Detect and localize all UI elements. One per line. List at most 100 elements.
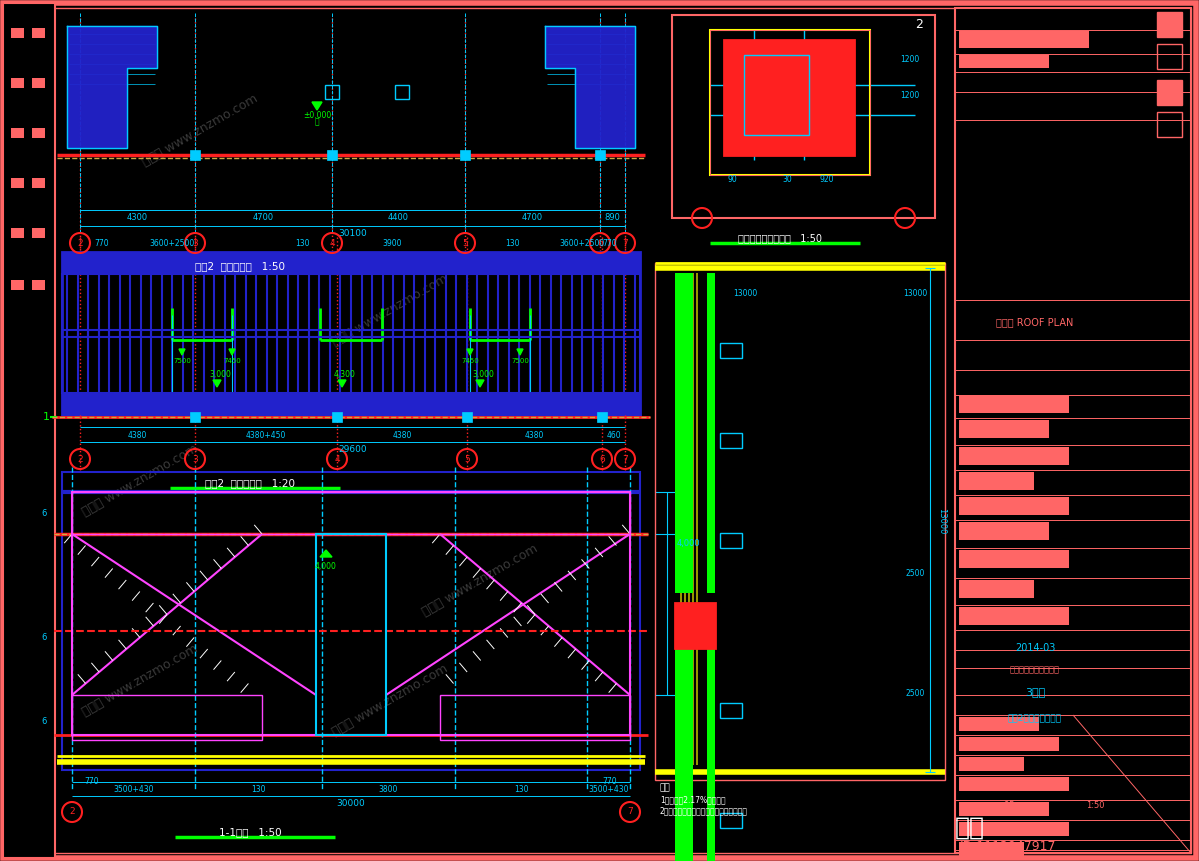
Text: 知未网 www.znzmo.com: 知未网 www.znzmo.com <box>80 442 200 518</box>
Text: 30000: 30000 <box>337 800 366 808</box>
Bar <box>32 28 46 38</box>
Text: 楼梯2  二层平面图   1:20: 楼梯2 二层平面图 1:20 <box>205 478 295 488</box>
Bar <box>189 412 200 422</box>
Bar <box>959 757 1024 771</box>
Bar <box>440 695 629 740</box>
Bar <box>745 55 809 135</box>
Text: 4380: 4380 <box>525 430 544 439</box>
Text: 1:50: 1:50 <box>1086 801 1104 809</box>
Text: 7450: 7450 <box>462 358 478 364</box>
Bar <box>721 343 742 358</box>
Bar <box>32 228 46 238</box>
Bar <box>32 178 46 188</box>
Bar <box>959 737 1059 751</box>
Text: 2、剪刀梯应确保上述上述上二次施工时。: 2、剪刀梯应确保上述上述上二次施工时。 <box>659 807 748 815</box>
Text: 770: 770 <box>95 239 109 249</box>
Text: 4380: 4380 <box>392 430 411 439</box>
Text: 3500+430: 3500+430 <box>113 785 153 795</box>
Text: 3: 3 <box>192 455 198 463</box>
Text: 7500: 7500 <box>173 358 191 364</box>
Text: 1、板厚为2.17%角标志。: 1、板厚为2.17%角标志。 <box>659 796 725 804</box>
Text: 知未网 www.znzmo.com: 知未网 www.znzmo.com <box>330 661 450 739</box>
Bar <box>62 252 640 274</box>
Bar <box>680 273 682 765</box>
Bar <box>721 703 742 718</box>
Text: 130: 130 <box>252 785 266 795</box>
Bar <box>695 273 698 765</box>
Bar <box>72 492 629 534</box>
Text: 1: 1 <box>43 412 50 422</box>
Text: 130: 130 <box>295 239 309 249</box>
Text: 890: 890 <box>604 214 620 222</box>
Bar <box>959 522 1049 540</box>
Text: 5: 5 <box>464 455 470 463</box>
Bar <box>11 280 24 290</box>
Bar <box>460 150 470 160</box>
Bar <box>707 643 715 861</box>
Text: 3800: 3800 <box>379 785 398 795</box>
Text: 2500: 2500 <box>905 689 924 697</box>
Polygon shape <box>67 26 157 148</box>
Text: ID:1112947917: ID:1112947917 <box>960 840 1056 853</box>
Bar <box>462 412 472 422</box>
Text: ±0.000: ±0.000 <box>303 110 331 120</box>
Polygon shape <box>338 380 347 387</box>
Text: 4: 4 <box>330 238 335 247</box>
Text: 4,000: 4,000 <box>315 562 337 572</box>
Text: 改扩建生产及辅助用房: 改扩建生产及辅助用房 <box>1010 666 1060 674</box>
Text: 770: 770 <box>603 239 617 249</box>
Text: 楼梯2节图、电梯节图: 楼梯2节图、电梯节图 <box>1008 714 1062 722</box>
Text: 4700: 4700 <box>522 214 543 222</box>
Text: 知未网 www.znzmo.com: 知未网 www.znzmo.com <box>420 542 540 618</box>
Bar <box>655 263 945 780</box>
Text: 7: 7 <box>622 455 628 463</box>
Text: 4400: 4400 <box>388 214 409 222</box>
Text: 知未网 www.znzmo.com: 知未网 www.znzmo.com <box>140 91 260 169</box>
Text: 770: 770 <box>603 777 617 786</box>
Bar <box>707 273 715 593</box>
Text: 7: 7 <box>622 238 628 247</box>
Bar <box>72 695 263 740</box>
Bar <box>189 150 200 160</box>
Text: 2: 2 <box>70 808 74 816</box>
Text: 1200: 1200 <box>900 55 920 65</box>
Text: 玄关楼梯剖面示意图   1:50: 玄关楼梯剖面示意图 1:50 <box>739 233 823 243</box>
Bar <box>959 550 1070 568</box>
Bar <box>72 492 629 735</box>
Bar <box>11 228 24 238</box>
Bar <box>675 273 693 593</box>
Text: 4380: 4380 <box>128 430 147 439</box>
Bar <box>11 78 24 88</box>
Bar <box>32 78 46 88</box>
Bar <box>595 150 605 160</box>
Text: 4700: 4700 <box>253 214 275 222</box>
Text: 3600+2500: 3600+2500 <box>150 239 194 249</box>
Text: 4300: 4300 <box>127 214 147 222</box>
Polygon shape <box>312 102 323 110</box>
Text: 1200: 1200 <box>900 90 920 100</box>
Bar <box>394 85 409 99</box>
Bar <box>959 777 1070 791</box>
Bar <box>959 822 1070 836</box>
Bar <box>959 802 1049 816</box>
Bar <box>675 643 693 861</box>
Text: 楼梯2  一层平面图   1:50: 楼梯2 一层平面图 1:50 <box>195 261 285 271</box>
Text: 6: 6 <box>41 717 47 727</box>
Bar <box>171 308 231 340</box>
Text: 13000: 13000 <box>936 508 946 534</box>
Bar <box>959 717 1040 731</box>
Bar <box>327 150 337 160</box>
Bar <box>724 40 854 155</box>
Bar <box>62 274 640 337</box>
Bar <box>325 85 339 99</box>
Text: 知末: 知末 <box>954 816 986 840</box>
Bar <box>959 420 1049 438</box>
Text: 130: 130 <box>505 239 519 249</box>
Text: 3,000: 3,000 <box>209 370 231 380</box>
Text: 3号楼: 3号楼 <box>1025 687 1046 697</box>
Bar <box>721 813 742 828</box>
Bar <box>62 472 640 770</box>
Text: 4,300: 4,300 <box>335 370 356 380</box>
Bar <box>62 252 640 415</box>
Bar <box>597 412 607 422</box>
